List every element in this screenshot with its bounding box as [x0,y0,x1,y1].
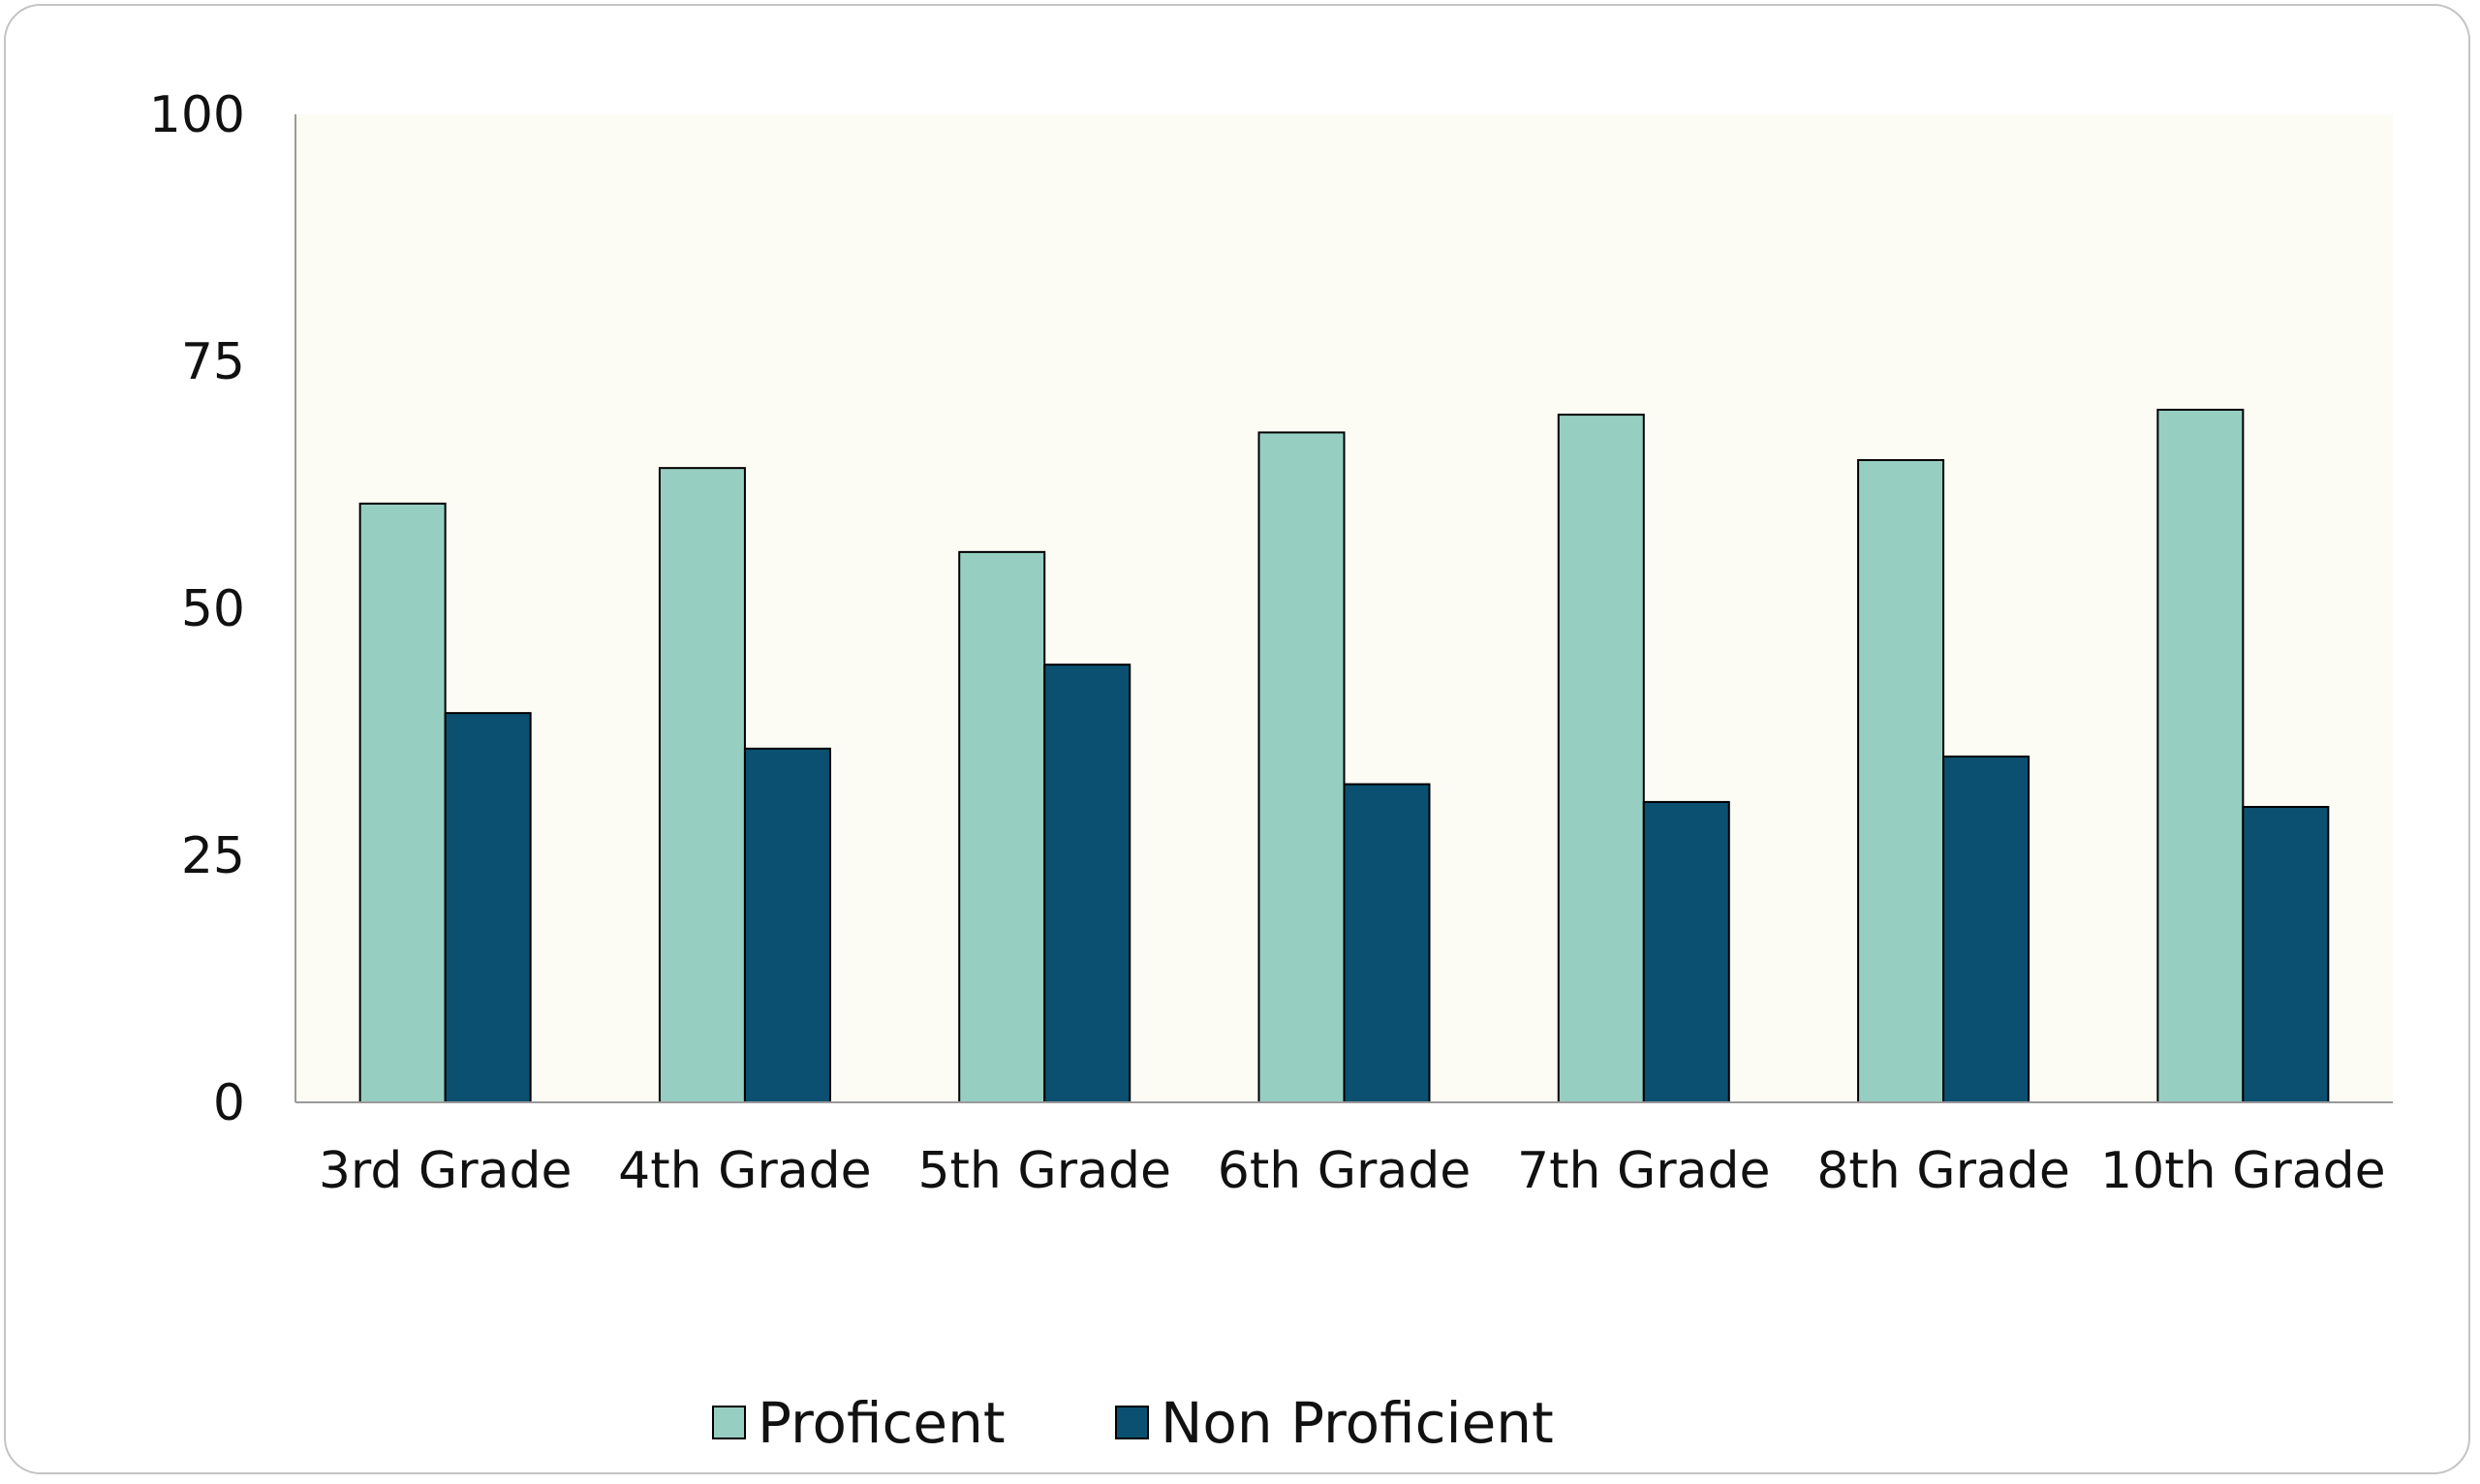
bar-proficent-3rd-grade [358,502,447,1103]
legend: Proficent Non Proficient [712,1390,1554,1456]
bar-non-proficient-7th-grade [1642,800,1730,1103]
y-tick-label: 25 [181,827,245,885]
legend-swatch-non-proficient [1115,1406,1149,1439]
x-tick-labels: 3rd Grade 4th Grade 5th Grade 6th Grade 7th … [319,1142,2386,1200]
bar-proficent-4th-grade [658,467,746,1104]
x-tick-label: 3rd Grade [319,1142,573,1200]
y-tick-labels: 0 25 50 75 100 [149,86,245,1132]
bar-non-proficient-8th-grade [1942,756,2030,1103]
bar-non-proficient-3rd-grade [444,712,532,1103]
legend-swatch-proficent [712,1406,746,1439]
y-tick-label: 50 [181,580,245,638]
x-tick-label: 6th Grade [1218,1142,1472,1200]
legend-label-non-proficient: Non Proficient [1161,1390,1554,1456]
bar-non-proficient-6th-grade [1343,783,1431,1103]
y-tick-label: 75 [181,333,245,391]
bar-proficent-8th-grade [1857,459,1945,1103]
x-tick-label: 10th Grade [2100,1142,2386,1200]
bar-proficent-7th-grade [1557,414,1645,1103]
bar-non-proficient-4th-grade [743,747,831,1104]
bar-non-proficient-10th-grade [2242,806,2330,1104]
y-tick-label: 0 [213,1074,245,1132]
x-tick-label: 7th Grade [1517,1142,1771,1200]
bar-proficent-10th-grade [2156,408,2245,1104]
legend-label-proficent: Proficent [758,1390,1006,1456]
x-tick-label: 5th Grade [917,1142,1171,1200]
x-tick-label: 8th Grade [1816,1142,2070,1200]
bar-proficent-6th-grade [1257,431,1346,1103]
bars-group [358,408,2330,1104]
x-tick-label: 4th Grade [618,1142,872,1200]
y-tick-label: 100 [149,86,245,144]
bar-non-proficient-5th-grade [1043,664,1132,1103]
bar-proficent-5th-grade [958,550,1046,1103]
